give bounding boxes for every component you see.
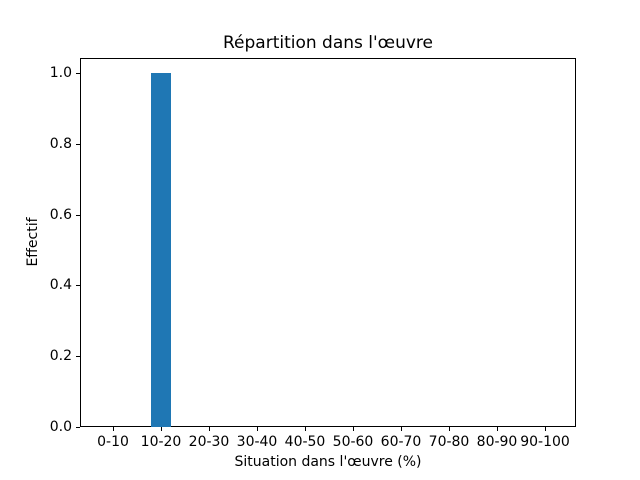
x-tick-mark (257, 427, 258, 431)
y-tick-label: 0.4 (49, 277, 72, 294)
x-axis-label: Situation dans l'œuvre (%) (234, 454, 422, 470)
x-tick-mark (113, 427, 114, 431)
y-tick-label: 0.6 (49, 206, 72, 223)
y-tick-mark (76, 356, 80, 358)
y-tick-label: 1.0 (49, 65, 72, 81)
y-tick-mark (76, 73, 80, 74)
x-tick-mark (545, 427, 546, 431)
y-tick-mark (76, 214, 80, 216)
x-tick-label-20-30: 20-30 (188, 434, 230, 450)
x-tick-mark (305, 427, 306, 431)
y-tick-mark (76, 285, 80, 287)
x-tick-mark (449, 427, 450, 431)
plot-area (80, 58, 576, 427)
x-tick-mark (401, 427, 402, 431)
y-tick-label: 0.2 (49, 348, 72, 365)
x-tick-label-80-90: 80-90 (476, 434, 518, 450)
x-tick-label-90-100: 90-100 (520, 434, 570, 450)
x-tick-label-40-50: 40-50 (284, 434, 326, 450)
x-tick-label-60-70: 60-70 (380, 434, 422, 450)
y-tick-mark (76, 143, 80, 145)
x-tick-label-10-20: 10-20 (140, 434, 182, 450)
y-axis-label-text: Effectif (25, 217, 41, 267)
y-tick-label: 0.8 (49, 135, 72, 152)
x-tick-mark (209, 427, 210, 431)
bar-10-20 (151, 73, 171, 427)
chart-title: Répartition dans l'œuvre (222, 33, 433, 53)
x-tick-label-0-10: 0-10 (97, 434, 129, 450)
x-tick-label-30-40: 30-40 (236, 434, 278, 450)
x-tick-mark (497, 427, 498, 431)
x-tick-mark (353, 427, 354, 431)
y-tick-mark (76, 427, 80, 428)
x-tick-label-70-80: 70-80 (428, 434, 470, 450)
x-tick-mark (161, 427, 162, 431)
x-tick-label-50-60: 50-60 (332, 434, 374, 450)
y-tick-label: 0.0 (49, 419, 72, 435)
